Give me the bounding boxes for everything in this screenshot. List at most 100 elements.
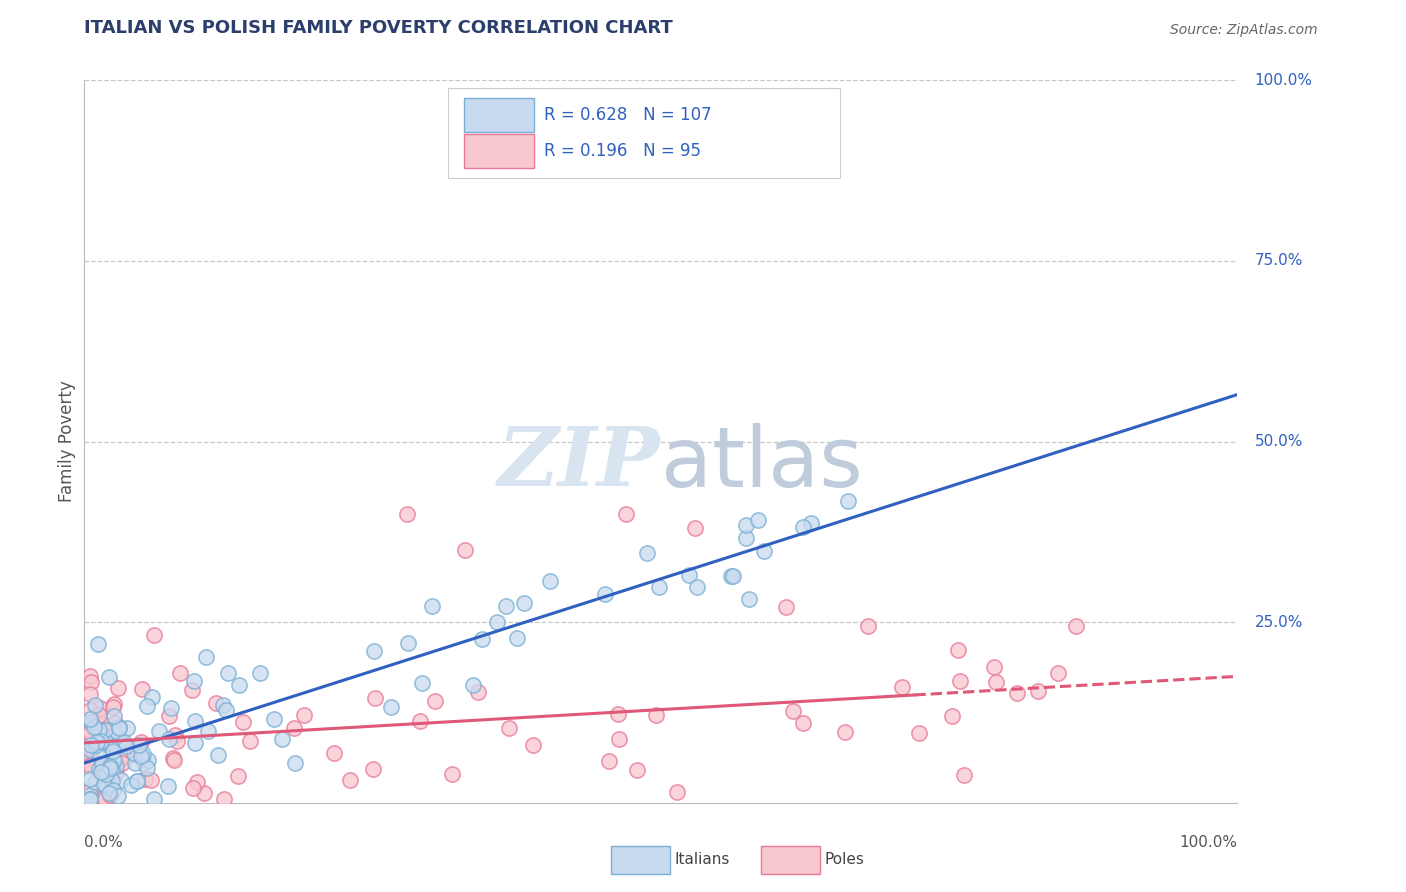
Point (837, 493, 859, 508)
Point (595, 587, 617, 601)
Point (409, 714, 432, 728)
Point (169, 665, 191, 680)
Point (79, 687, 101, 701)
Point (98, 759, 121, 773)
Point (80, 674, 103, 689)
Point (94, 792, 117, 806)
Point (125, 774, 148, 789)
Point (270, 732, 292, 747)
Text: ITALIAN VS POLISH FAMILY POVERTY CORRELATION CHART: ITALIAN VS POLISH FAMILY POVERTY CORRELA… (84, 19, 673, 37)
Point (107, 681, 129, 695)
Point (103, 709, 125, 723)
Point (89, 750, 111, 764)
Point (87, 637, 110, 651)
Point (792, 715, 814, 730)
Point (1064, 618, 1087, 632)
Point (598, 754, 620, 768)
Point (160, 700, 183, 714)
Point (98, 789, 121, 803)
Point (685, 521, 707, 535)
Point (101, 774, 124, 789)
Point (80, 738, 103, 752)
Point (101, 783, 124, 797)
Point (89, 723, 111, 737)
Point (217, 665, 239, 680)
Text: R = 0.628   N = 107: R = 0.628 N = 107 (544, 106, 711, 124)
Point (720, 569, 742, 583)
Point (101, 744, 124, 758)
Point (157, 731, 180, 746)
Point (738, 591, 761, 606)
Point (607, 731, 630, 746)
Point (363, 644, 385, 658)
Point (734, 531, 756, 545)
Point (396, 507, 419, 521)
Point (440, 766, 463, 780)
Point (423, 694, 446, 708)
Point (91, 769, 114, 783)
Point (485, 615, 508, 630)
Point (79, 792, 101, 806)
Text: 50.0%: 50.0% (1254, 434, 1303, 449)
Point (686, 580, 709, 594)
FancyBboxPatch shape (612, 847, 671, 873)
Point (84, 775, 107, 789)
FancyBboxPatch shape (464, 134, 534, 169)
Text: Source: ZipAtlas.com: Source: ZipAtlas.com (1170, 23, 1317, 37)
Point (124, 756, 146, 771)
Point (79, 712, 101, 726)
Point (249, 666, 271, 681)
Point (138, 753, 160, 767)
Text: R = 0.196   N = 95: R = 0.196 N = 95 (544, 142, 702, 160)
Point (181, 780, 204, 795)
Point (93, 723, 115, 738)
Point (644, 707, 666, 722)
FancyBboxPatch shape (464, 97, 534, 132)
Point (84, 698, 107, 712)
Point (79, 759, 101, 773)
Point (103, 752, 125, 766)
Point (1026, 684, 1049, 698)
Point (89, 701, 111, 715)
Point (90, 723, 112, 738)
Point (283, 721, 305, 735)
Point (87, 762, 110, 776)
Point (856, 619, 879, 633)
Point (79, 740, 101, 755)
Point (181, 683, 204, 698)
Point (183, 673, 205, 688)
Point (193, 786, 215, 800)
Point (398, 636, 420, 650)
Point (83, 720, 105, 734)
Point (949, 674, 972, 689)
Point (197, 724, 219, 739)
Point (107, 789, 129, 803)
Point (212, 792, 235, 806)
Point (941, 709, 963, 723)
Point (79, 789, 101, 803)
Point (79, 784, 101, 798)
Point (127, 747, 149, 762)
Point (110, 752, 132, 766)
Point (104, 716, 127, 731)
Point (105, 759, 128, 773)
Point (184, 714, 207, 729)
Point (471, 632, 494, 646)
Point (80, 757, 103, 772)
Point (420, 599, 443, 613)
Point (157, 779, 180, 793)
Point (157, 709, 180, 723)
Point (107, 722, 129, 736)
Point (79, 737, 101, 751)
FancyBboxPatch shape (761, 847, 820, 873)
Point (112, 735, 135, 749)
FancyBboxPatch shape (447, 87, 839, 178)
Point (101, 763, 124, 777)
Point (79, 735, 101, 749)
Point (90, 734, 112, 748)
Point (186, 774, 208, 789)
Point (666, 785, 689, 799)
Point (86, 735, 108, 749)
Point (983, 660, 1005, 674)
Text: Poles: Poles (824, 853, 865, 867)
